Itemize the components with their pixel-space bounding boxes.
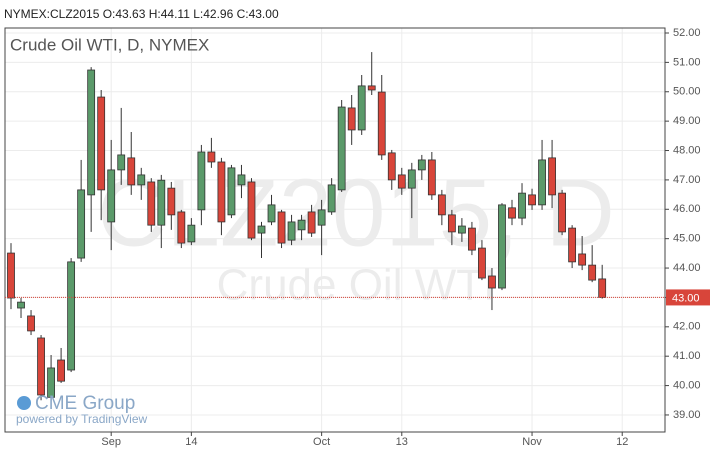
y-tick-label: 50.00 (673, 86, 701, 98)
y-tick-label: 49.00 (673, 115, 701, 127)
candle-body (437, 194, 446, 216)
x-tick-label: 12 (616, 436, 628, 448)
y-tick-label: 42.00 (673, 321, 701, 333)
candle-body (127, 157, 136, 186)
candle-body (77, 189, 86, 259)
y-tick-label: 47.00 (673, 174, 701, 186)
candle-body (307, 211, 316, 234)
candle-body (478, 247, 486, 279)
candle-body (317, 209, 326, 226)
candle-body (257, 225, 266, 234)
candle-body (297, 219, 306, 231)
candle-body (508, 207, 516, 219)
candle-body (267, 204, 276, 223)
candle-body (37, 337, 45, 396)
last-price-box (666, 289, 710, 306)
candle-body (397, 174, 406, 189)
candle-body (327, 184, 336, 213)
x-tick-label: 13 (396, 436, 408, 448)
candle-body (97, 96, 106, 191)
candle-body (287, 221, 296, 241)
candle-body (447, 214, 456, 233)
candle-body (407, 169, 416, 189)
x-tick-label: Oct (313, 436, 330, 448)
candle-body (548, 157, 556, 196)
candle-body (147, 181, 156, 226)
candle-body (117, 154, 126, 171)
candle-body (578, 253, 587, 266)
candle-body (227, 167, 236, 216)
candle-body (167, 187, 176, 216)
watermark-subtitle: Crude Oil WTI (217, 261, 496, 310)
candles (7, 52, 607, 401)
candle-body (347, 107, 356, 131)
candle-body (457, 225, 466, 234)
y-tick-label: 45.00 (673, 233, 701, 245)
y-tick-label: 41.00 (673, 350, 701, 362)
last-price-label: 43.00 (672, 292, 700, 304)
candle-body (67, 261, 76, 371)
candle-body (7, 252, 15, 299)
logo-icon (17, 396, 31, 410)
candle-body (598, 278, 607, 298)
chart-title: Crude Oil WTI, D, NYMEX (10, 35, 209, 54)
x-tick-label: Sep (101, 436, 121, 448)
candle-body (367, 85, 376, 91)
y-tick-label: 51.00 (673, 56, 701, 68)
y-tick-label: 48.00 (673, 144, 701, 156)
x-tick-label: 14 (185, 436, 197, 448)
y-tick-label: 39.00 (673, 409, 701, 421)
candle-body (427, 159, 436, 196)
candle-body (518, 192, 526, 219)
candle-body (568, 227, 577, 263)
candle-body (187, 224, 196, 243)
candle-body (357, 85, 366, 131)
candle-body (47, 367, 55, 398)
logo-subtitle: powered by TradingView (16, 412, 148, 426)
logo: CME Group (35, 393, 135, 414)
x-tick-label: Nov (522, 436, 542, 448)
candle-body (417, 159, 426, 171)
y-tick-label: 46.00 (673, 203, 701, 215)
candle-body (107, 169, 116, 223)
candle-body (488, 275, 496, 289)
candle-body (558, 192, 566, 233)
candle-body (207, 151, 216, 163)
candle-body (387, 152, 396, 181)
y-tick-label: 40.00 (673, 379, 701, 391)
candle-body (217, 161, 226, 223)
candle-body (468, 227, 476, 251)
candle-body (157, 179, 166, 226)
candle-body (538, 159, 546, 206)
y-tick-label: 44.00 (673, 262, 701, 274)
candle-body (588, 264, 597, 281)
candle-body (277, 211, 286, 244)
candle-body (87, 69, 96, 196)
candle-body (137, 174, 146, 186)
candle-body (377, 91, 386, 156)
candle-body (27, 315, 35, 332)
candle-body (17, 301, 25, 309)
y-tick-label: 52.00 (673, 27, 701, 39)
candle-body (247, 181, 256, 239)
candle-body (337, 106, 346, 191)
candle-body (177, 211, 186, 244)
candle-body (528, 194, 536, 206)
candle-body (498, 204, 506, 289)
candle-body (237, 174, 246, 186)
candle-body (57, 359, 65, 382)
candle-body (197, 151, 206, 211)
header: NYMEX:CLZ2015 O:43.63 H:44.11 L:42.96 C:… (4, 7, 279, 21)
